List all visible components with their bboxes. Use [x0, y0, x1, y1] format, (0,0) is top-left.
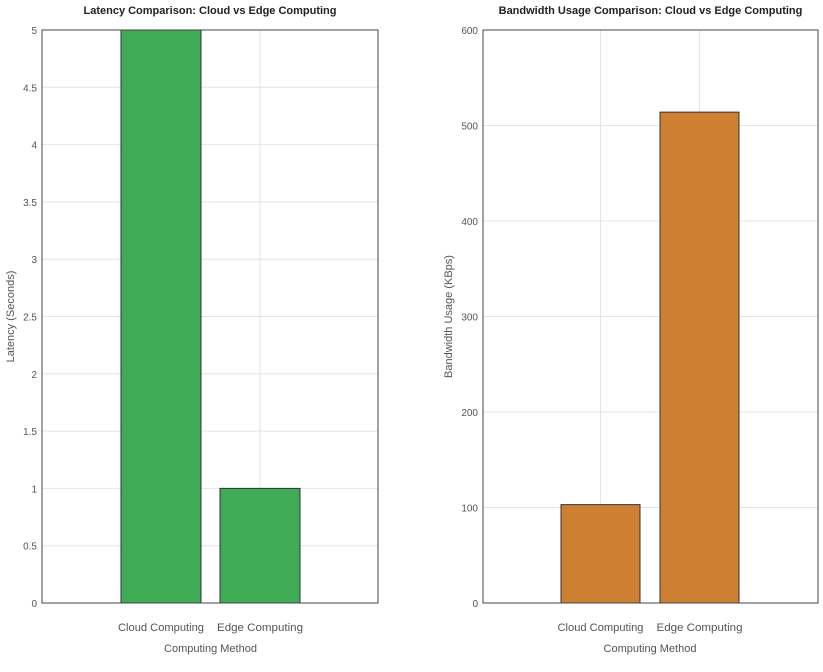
- y-tick-label: 200: [461, 408, 478, 419]
- y-tick-label: 600: [461, 26, 478, 37]
- axes-frame: [41, 29, 379, 604]
- y-tick-label: 3.5: [23, 198, 37, 209]
- y-tick-label: 0: [31, 599, 37, 610]
- chart-panel-2: 0 100 200 300 400 500 600 Cloud Computing Edge C…: [443, 5, 819, 655]
- y-tick-label: 0.5: [23, 542, 37, 553]
- x-tick-label: Edge Computing: [657, 622, 743, 634]
- x-tick-label: Cloud Computing: [558, 622, 644, 634]
- chart-title: Latency Comparison: Cloud vs Edge Comput…: [83, 5, 336, 17]
- y-axis-label: Latency (Seconds): [5, 271, 17, 363]
- bar-cloud-computing: [120, 29, 202, 604]
- y-tick-label: 4: [31, 141, 37, 152]
- y-tick-label: 5: [31, 26, 37, 37]
- y-axis-label: Bandwidth Usage (KBps): [443, 255, 455, 378]
- axes-frame: [482, 29, 819, 604]
- y-tick-label: 100: [461, 504, 478, 515]
- y-tick-label: 4.5: [23, 83, 37, 94]
- chart-title: Bandwidth Usage Comparison: Cloud vs Edg…: [499, 5, 803, 17]
- y-tick-label: 2: [31, 370, 37, 381]
- bar-edge-computing: [659, 111, 740, 604]
- y-tick-label: 3: [31, 255, 37, 266]
- x-axis-label: Computing Method: [604, 643, 697, 655]
- x-axis-label: Computing Method: [164, 643, 257, 655]
- y-tick-label: 1: [31, 484, 37, 495]
- y-tick-label: 2.5: [23, 313, 37, 324]
- y-tick-label: 300: [461, 313, 478, 324]
- chart-panel-1: 0 0.5 1 1.5 2 2.5 3 3.5 4 4.5 5 Cloud Computing Edge…: [5, 5, 379, 655]
- bar-cloud-computing: [560, 504, 641, 604]
- y-tick-label: 400: [461, 217, 478, 228]
- bar-edge-computing: [219, 487, 301, 604]
- x-tick-label: Cloud Computing: [118, 622, 204, 634]
- y-tick-label: 0: [472, 599, 478, 610]
- y-tick-label: 1.5: [23, 427, 37, 438]
- y-tick-label: 500: [461, 122, 478, 133]
- x-tick-label: Edge Computing: [217, 622, 303, 634]
